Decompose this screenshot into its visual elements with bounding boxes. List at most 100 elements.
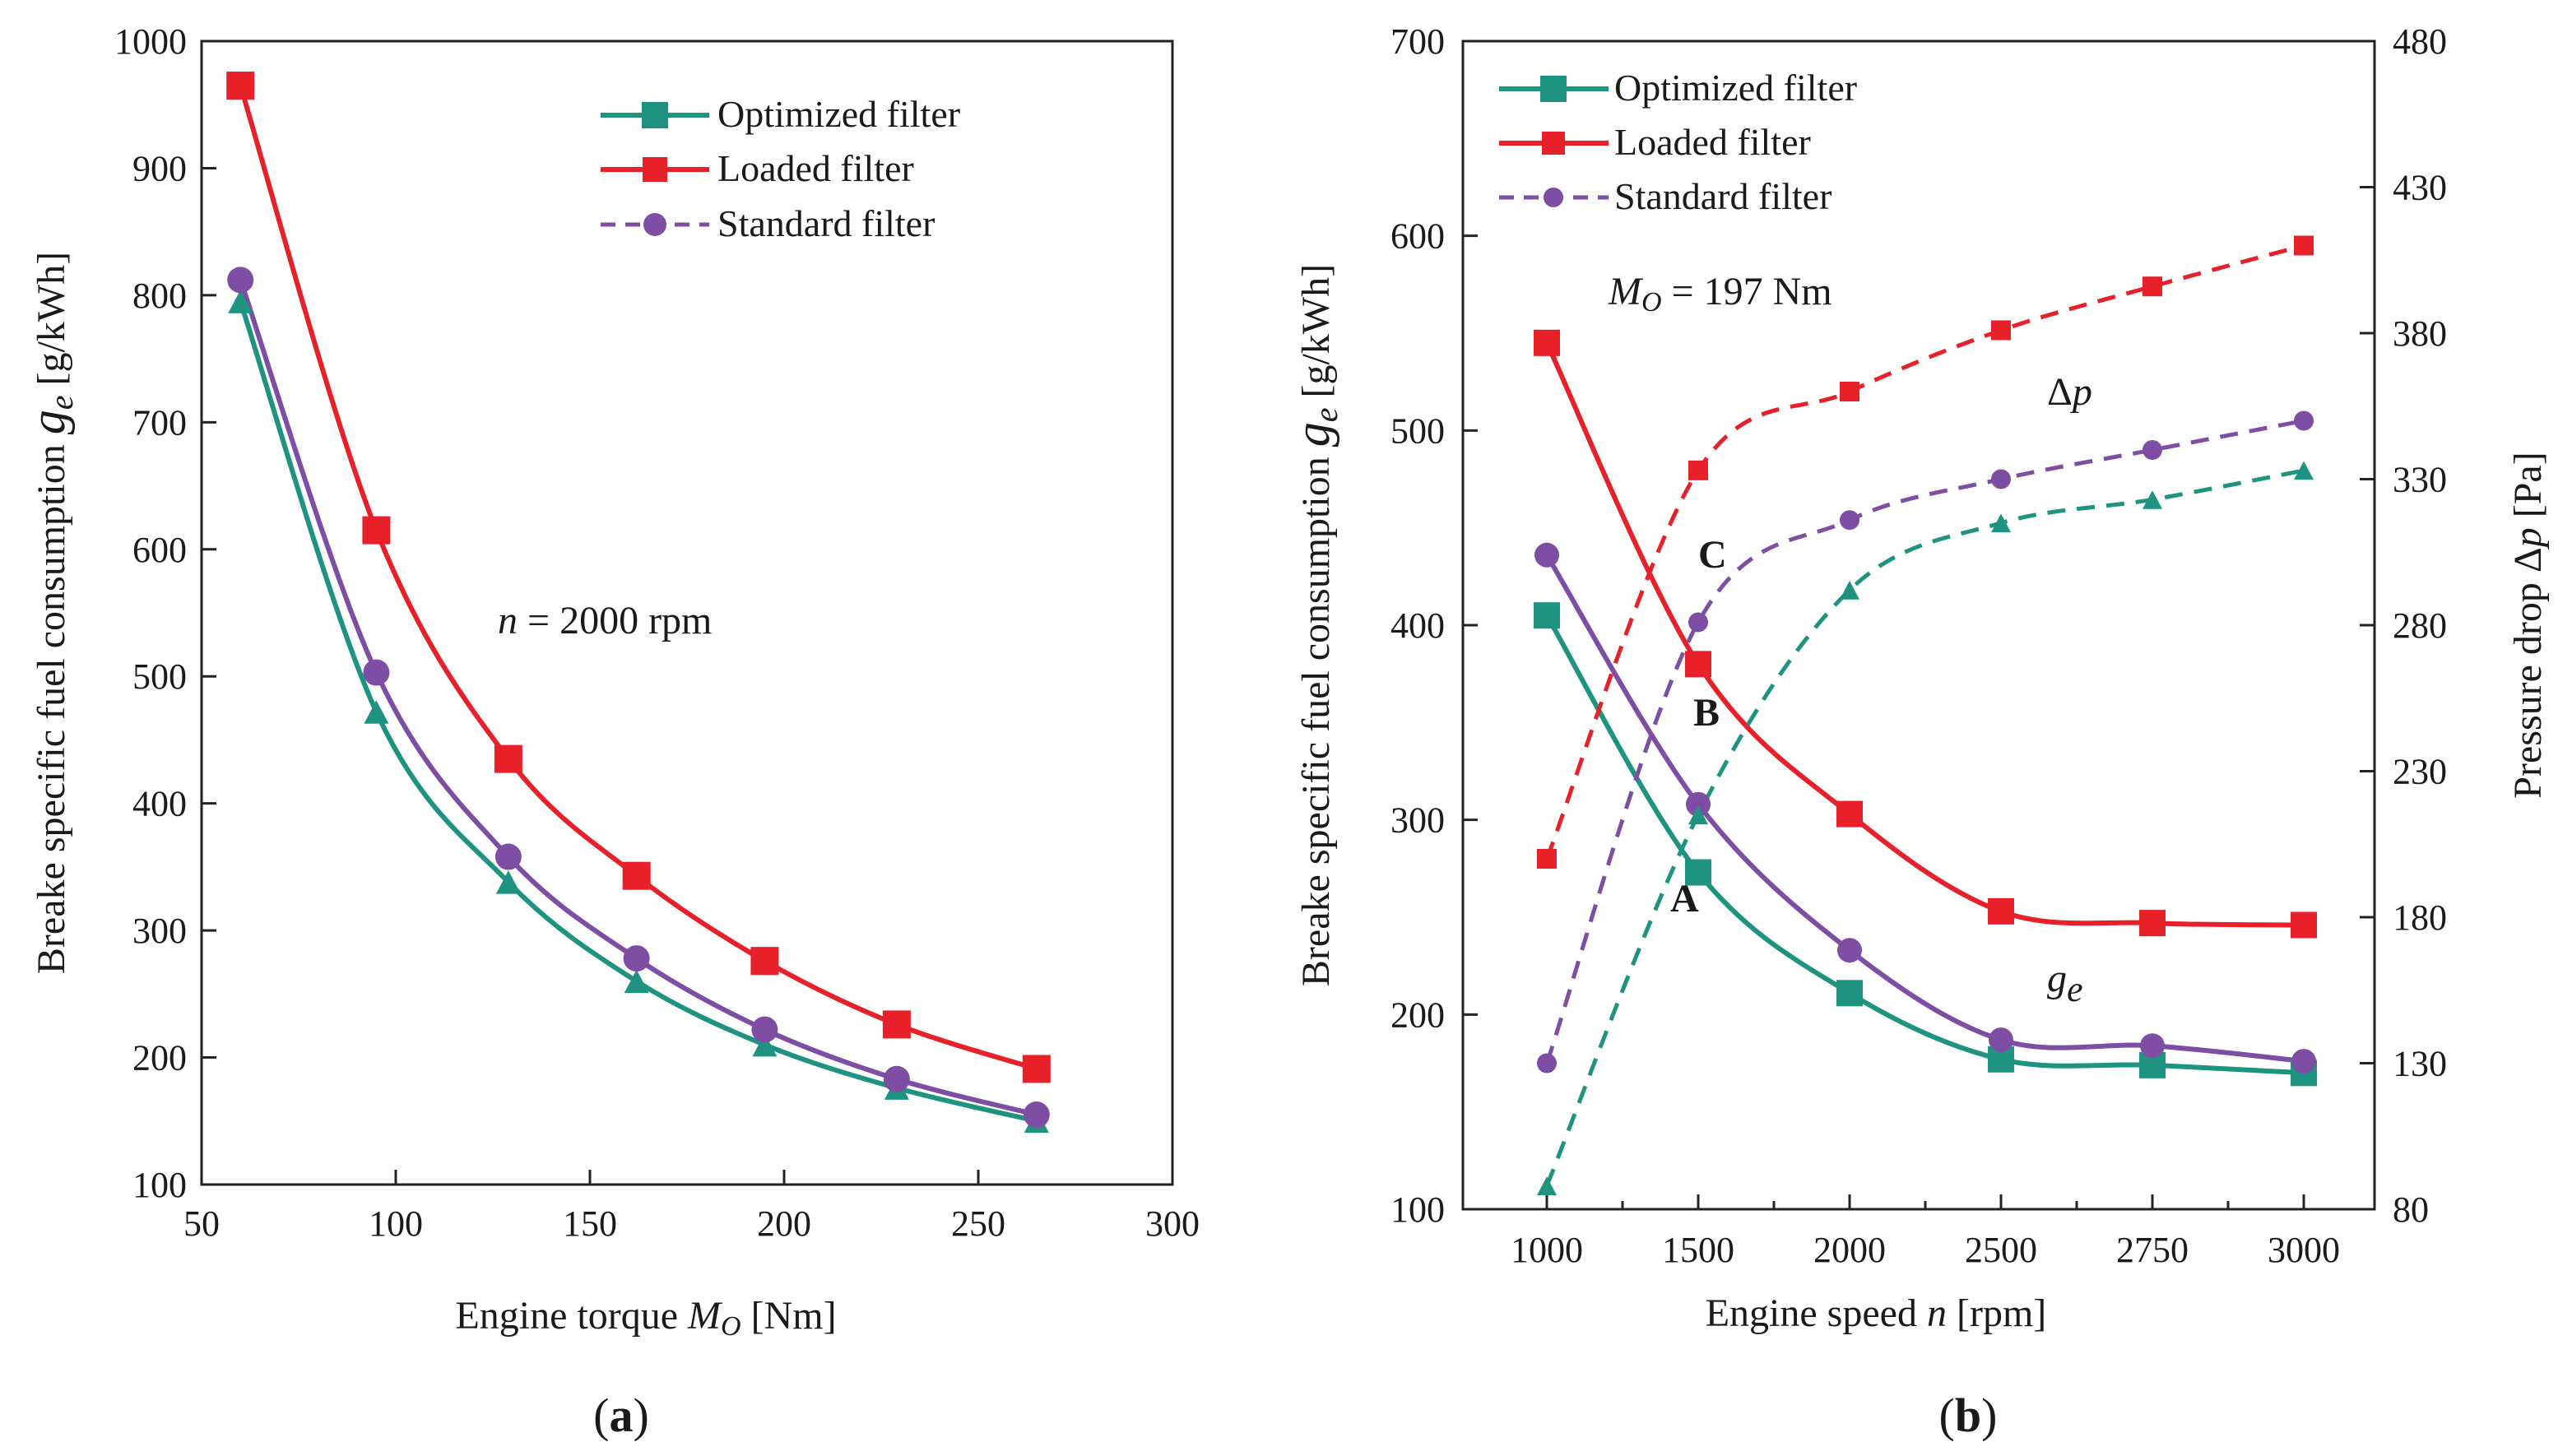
panel-b-y-ticks: 100 200 300 400 500 600 700	[1390, 21, 1478, 1230]
legend-a-standard-marker	[643, 213, 666, 236]
panel-b-optimized-ge-point	[1534, 602, 1560, 629]
panel-b-x-tick-label: 2000	[1813, 1230, 1886, 1270]
panel-a-y-tick-label: 800	[132, 276, 187, 316]
panel-b-y2-tick-label: 480	[2393, 21, 2447, 62]
panel-b-caption-open: (	[1939, 1389, 1955, 1442]
panel-b-loaded-dp-point	[2143, 276, 2162, 297]
panel-b-x-tick-label: 2500	[1965, 1230, 2037, 1270]
panel-a-optimized-point	[752, 1032, 778, 1057]
panel-b-legend: Optimized filter Loaded filter Standard …	[1499, 67, 1857, 217]
panel-b-standard-dp-point	[2143, 440, 2162, 460]
panel-a-ylabel-post: [g/kWh]	[30, 252, 73, 396]
panel-b-standard-dp-point	[2294, 410, 2314, 431]
panel-b-standard-dp-point	[1688, 612, 1708, 633]
panel-a-standard-point	[494, 843, 522, 870]
panel-a-standard-point	[751, 1016, 778, 1043]
panel-a-loaded-point	[226, 72, 255, 100]
panel-b-optimized-dp-point	[2143, 489, 2162, 509]
panel-b-standard-ge-point	[1989, 1027, 2013, 1053]
panel-b-x-axis-title: Engine speed n [rpm]	[1706, 1291, 2047, 1335]
panel-b-loaded-dp-point	[1991, 320, 2011, 341]
panel-a-y-tick-label: 500	[132, 656, 187, 697]
legend-b-optimized-marker	[1540, 76, 1567, 102]
panel-b-ylabel-var: g	[1285, 422, 1339, 447]
panel-b-plot-frame	[1461, 39, 2376, 1211]
panel-b-xlabel-pre: Engine speed	[1706, 1291, 1927, 1335]
panel-b-optimized-dp-point	[1688, 805, 1708, 825]
panel-a-optimized-point	[228, 290, 253, 313]
panel-a-optimized-point	[364, 700, 389, 724]
panel-a-loaded-point	[494, 744, 522, 773]
panel-b-optimized-dp-point	[1840, 581, 1859, 600]
panel-a-loaded-point	[622, 861, 651, 890]
panel-a-optimized-line	[238, 300, 1038, 1124]
panel-b-y2-tick-label: 80	[2393, 1189, 2429, 1230]
panel-b-loaded-dp-point	[1840, 382, 1859, 401]
panel-b-loaded-ge-point	[1534, 329, 1560, 356]
panel-a-ylabel-pre: Breake specific fuel consumption	[30, 434, 73, 974]
panel-a-xlabel-pre: Engine torque	[455, 1294, 688, 1338]
panel-b-standard-ge-line	[1544, 554, 2305, 1064]
panel-a-caption-close: )	[634, 1389, 649, 1442]
panel-a-x-tick-label: 200	[757, 1203, 811, 1244]
panel-b-loaded-ge-line	[1544, 341, 2305, 928]
panel-b-optimized-ge-point	[1836, 980, 1863, 1007]
panel-a-caption-letter: a	[610, 1389, 634, 1442]
panel-a-y-tick-label: 100	[132, 1165, 187, 1205]
legend-a-standard-label: Standard filter	[717, 202, 935, 244]
panel-b-y2-tick-label: 380	[2393, 313, 2447, 354]
panel-a: 50 100 150 200 250 300 1002003004005006007008…	[21, 21, 1200, 1442]
legend-b-optimized-label: Optimized filter	[1614, 67, 1857, 109]
panel-a-x-ticks: 50 100 150 200 250 300	[183, 1170, 1200, 1244]
panel-b-series-markers	[1534, 235, 2317, 1195]
panel-a-standard-point	[363, 659, 390, 686]
panel-a-loaded-line	[238, 85, 1038, 1072]
legend-b-standard-marker	[1544, 188, 1563, 207]
panel-a-x-tick-label: 50	[183, 1203, 220, 1244]
panel-b-standard-dp-point	[1537, 1053, 1557, 1073]
panel-a-y-tick-label: 300	[132, 911, 187, 951]
panel-b-mo-sub: O	[1641, 287, 1662, 318]
panel-b: 1000 1500 2000 2500 2750 3000 100 200 300 400 500…	[1285, 21, 2550, 1442]
panel-b-y2-axis-title: Pressure drop Δp [Pa]	[2506, 452, 2550, 798]
panel-b-loaded-dp-point	[1537, 849, 1557, 869]
panel-b-standard-dp-point	[1991, 469, 2011, 489]
panel-a-standard-point	[623, 945, 650, 972]
legend-a-loaded-label: Loaded filter	[717, 147, 914, 189]
panel-b-y2-tick-label: 330	[2393, 460, 2447, 500]
panel-b-ge-sub: e	[2067, 969, 2083, 1009]
panel-a-y-tick-label: 700	[132, 402, 187, 443]
panel-a-caption: (a)	[593, 1389, 649, 1442]
panel-b-y-tick-label: 600	[1390, 216, 1445, 257]
panel-b-series-lines	[1544, 243, 2305, 1187]
panel-b-y-tick-label: 500	[1390, 410, 1445, 451]
panel-a-y-tick-label: 600	[132, 530, 187, 570]
legend-b-loaded-label: Loaded filter	[1614, 121, 1811, 163]
panel-a-loaded-point	[362, 516, 391, 545]
panel-b-optimized-dp-point	[1991, 513, 2011, 533]
panel-b-ge-var: g	[2047, 957, 2067, 1000]
panel-b-loaded-ge-point	[1836, 800, 1863, 828]
legend-a-loaded-marker	[643, 157, 667, 182]
panel-a-optimized-point	[495, 870, 521, 894]
panel-b-y2-tick-label: 130	[2393, 1044, 2447, 1084]
panel-a-x-tick-label: 100	[369, 1203, 423, 1244]
panel-b-y2-tick-label: 180	[2393, 897, 2447, 938]
panel-b-ylabel-sub: e	[1307, 408, 1344, 423]
panel-a-standard-point	[883, 1065, 910, 1092]
panel-a-y-ticks: 100 200 300 400 500 600 700 800 900 1000	[114, 21, 216, 1205]
panel-a-xlabel-var: M	[687, 1294, 723, 1338]
point-label-b: B	[1693, 691, 1720, 735]
panel-b-standard-ge-point	[1534, 542, 1559, 568]
panel-a-plot-frame	[200, 39, 1174, 1186]
panel-b-y-tick-label: 700	[1390, 21, 1445, 62]
panel-b-standard-dp-line	[1544, 419, 2305, 1064]
panel-b-y2-tick-label: 430	[2393, 168, 2447, 208]
panel-a-x-axis-title: Engine torque MO [Nm]	[455, 1294, 836, 1342]
point-label-a: A	[1670, 877, 1699, 920]
panel-b-optimized-dp-point	[1537, 1176, 1557, 1195]
panel-b-y2-ticks: 80 130 180 230 280 330 380 430 480	[2360, 21, 2447, 1230]
panel-b-y2label-post: [Pa]	[2506, 452, 2550, 527]
panel-a-annot-text: = 2000 rpm	[518, 599, 712, 642]
legend-a-optimized-label: Optimized filter	[717, 93, 960, 135]
